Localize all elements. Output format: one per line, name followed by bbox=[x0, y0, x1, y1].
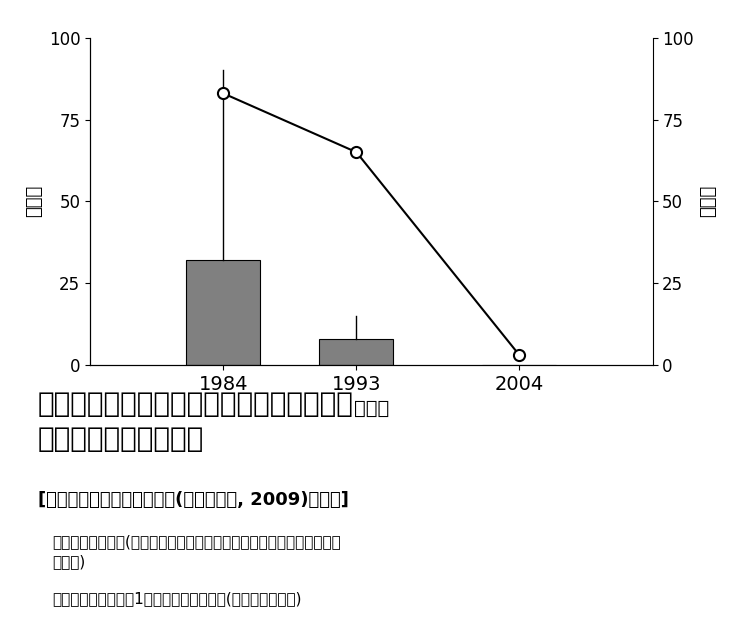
Text: 淀川城北ワンド群におけるイタセンパラの
個体数と出現率の変化: 淀川城北ワンド群におけるイタセンパラの 個体数と出現率の変化 bbox=[38, 390, 353, 453]
Text: [水生生物センター調査結果(平松・内藤, 2009)を改変]: [水生生物センター調査結果(平松・内藤, 2009)を改変] bbox=[38, 491, 348, 509]
Bar bbox=[186, 260, 260, 365]
Text: 棒グラフ；　地引網1回あたり平均個体数(細線は標準誤差): 棒グラフ； 地引網1回あたり平均個体数(細線は標準誤差) bbox=[53, 591, 302, 606]
Bar bbox=[320, 338, 394, 365]
Text: 折れ線；　出現率(調査ワンド全体に対するイタセンパラのいたワンド
の比率): 折れ線； 出現率(調査ワンド全体に対するイタセンパラのいたワンド の比率) bbox=[53, 535, 341, 569]
X-axis label: 調査年: 調査年 bbox=[354, 399, 388, 418]
Y-axis label: 出現率: 出現率 bbox=[700, 185, 718, 218]
Y-axis label: 個体数: 個体数 bbox=[25, 185, 43, 218]
